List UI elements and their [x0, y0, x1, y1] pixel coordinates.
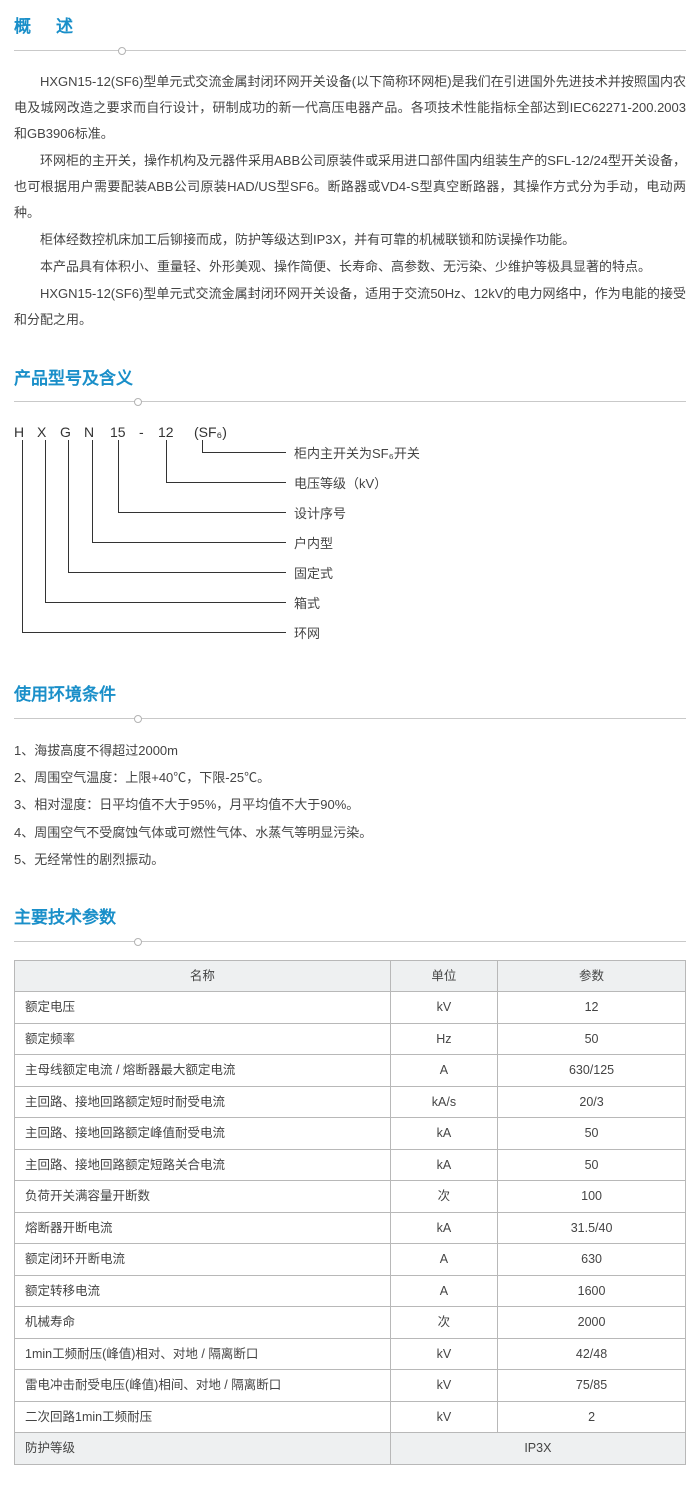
table-row: 额定电压kV12 [15, 992, 686, 1024]
table-row: 额定转移电流A1600 [15, 1275, 686, 1307]
cell-name: 主回路、接地回路额定短时耐受电流 [15, 1086, 391, 1118]
section-title-conditions: 使用环境条件 [14, 680, 686, 711]
diagram-label: 固定式 [294, 562, 333, 585]
table-row: 负荷开关满容量开断数次100 [15, 1181, 686, 1213]
table-row: 雷电冲击耐受电压(峰值)相间、对地 / 隔离断口kV75/85 [15, 1370, 686, 1402]
cell-unit: kV [390, 1338, 497, 1370]
table-row: 额定闭环开断电流A630 [15, 1244, 686, 1276]
cell-name: 额定转移电流 [15, 1275, 391, 1307]
cell-unit: 次 [390, 1307, 497, 1339]
cell-name: 主回路、接地回路额定短路关合电流 [15, 1149, 391, 1181]
cell-name: 1min工频耐压(峰值)相对、对地 / 隔离断口 [15, 1338, 391, 1370]
section-title-overview: 概 述 [14, 12, 686, 43]
cell-unit: kA/s [390, 1086, 497, 1118]
diagram-label: 箱式 [294, 592, 320, 615]
table-row: 主回路、接地回路额定短路关合电流kA50 [15, 1149, 686, 1181]
cell-value: 100 [498, 1181, 686, 1213]
diagram-label: 环网 [294, 622, 320, 645]
list-item: 1、海拔高度不得超过2000m [14, 737, 686, 764]
cell-value: 630/125 [498, 1055, 686, 1087]
cell-name: 额定电压 [15, 992, 391, 1024]
cell-name: 熔断器开断电流 [15, 1212, 391, 1244]
cell-value: 50 [498, 1023, 686, 1055]
cell-name: 主母线额定电流 / 熔断器最大额定电流 [15, 1055, 391, 1087]
cell-value: 31.5/40 [498, 1212, 686, 1244]
cell-name: 防护等级 [15, 1433, 391, 1465]
cell-value: 2 [498, 1401, 686, 1433]
list-item: 3、相对湿度：日平均值不大于95%，月平均值不大于90%。 [14, 791, 686, 818]
paragraph: HXGN15-12(SF6)型单元式交流金属封闭环网开关设备，适用于交流50Hz… [14, 281, 686, 333]
diagram-label: 设计序号 [294, 502, 346, 525]
diagram-label: 户内型 [294, 532, 333, 555]
divider [14, 715, 686, 723]
paragraph: 柜体经数控机床加工后铆接而成，防护等级达到IP3X，并有可靠的机械联锁和防误操作… [14, 227, 686, 253]
list-item: 2、周围空气温度：上限+40℃，下限-25℃。 [14, 764, 686, 791]
cell-value: IP3X [390, 1433, 685, 1465]
cell-value: 50 [498, 1118, 686, 1150]
table-row: 1min工频耐压(峰值)相对、对地 / 隔离断口kV42/48 [15, 1338, 686, 1370]
model-code-diagram: HXGN15-12(SF₆) 柜内主开关为SF₆开关电压等级（kV）设计序号户内… [14, 420, 686, 680]
cell-unit: Hz [390, 1023, 497, 1055]
specs-table: 名称 单位 参数 额定电压kV12额定频率Hz50主母线额定电流 / 熔断器最大… [14, 960, 686, 1465]
divider [14, 47, 686, 55]
col-header-unit: 单位 [390, 960, 497, 992]
cell-value: 50 [498, 1149, 686, 1181]
paragraph: 环网柜的主开关，操作机构及元器件采用ABB公司原装件或采用进口部件国内组装生产的… [14, 148, 686, 226]
cell-unit: kV [390, 1401, 497, 1433]
conditions-list: 1、海拔高度不得超过2000m2、周围空气温度：上限+40℃，下限-25℃。3、… [14, 737, 686, 873]
cell-unit: A [390, 1055, 497, 1087]
diagram-label: 柜内主开关为SF₆开关 [294, 442, 420, 465]
cell-value: 2000 [498, 1307, 686, 1339]
table-row: 二次回路1min工频耐压kV2 [15, 1401, 686, 1433]
col-header-name: 名称 [15, 960, 391, 992]
cell-unit: kV [390, 992, 497, 1024]
cell-unit: kV [390, 1370, 497, 1402]
cell-name: 额定闭环开断电流 [15, 1244, 391, 1276]
cell-value: 1600 [498, 1275, 686, 1307]
section-title-specs: 主要技术参数 [14, 903, 686, 934]
cell-name: 机械寿命 [15, 1307, 391, 1339]
cell-unit: 次 [390, 1181, 497, 1213]
overview-paragraphs: HXGN15-12(SF6)型单元式交流金属封闭环网开关设备(以下简称环网柜)是… [14, 69, 686, 333]
table-row: 机械寿命次2000 [15, 1307, 686, 1339]
divider [14, 938, 686, 946]
cell-name: 额定频率 [15, 1023, 391, 1055]
cell-value: 12 [498, 992, 686, 1024]
divider [14, 398, 686, 406]
cell-name: 雷电冲击耐受电压(峰值)相间、对地 / 隔离断口 [15, 1370, 391, 1402]
table-row: 主母线额定电流 / 熔断器最大额定电流A630/125 [15, 1055, 686, 1087]
cell-value: 75/85 [498, 1370, 686, 1402]
section-title-model: 产品型号及含义 [14, 364, 686, 395]
table-row: 额定频率Hz50 [15, 1023, 686, 1055]
cell-name: 负荷开关满容量开断数 [15, 1181, 391, 1213]
table-row: 主回路、接地回路额定短时耐受电流kA/s20/3 [15, 1086, 686, 1118]
cell-name: 主回路、接地回路额定峰值耐受电流 [15, 1118, 391, 1150]
table-row: 熔断器开断电流kA31.5/40 [15, 1212, 686, 1244]
cell-unit: kA [390, 1212, 497, 1244]
table-row: 主回路、接地回路额定峰值耐受电流kA50 [15, 1118, 686, 1150]
list-item: 4、周围空气不受腐蚀气体或可燃性气体、水蒸气等明显污染。 [14, 819, 686, 846]
cell-unit: A [390, 1275, 497, 1307]
paragraph: 本产品具有体积小、重量轻、外形美观、操作简便、长寿命、高参数、无污染、少维护等极… [14, 254, 686, 280]
table-header-row: 名称 单位 参数 [15, 960, 686, 992]
cell-unit: kA [390, 1149, 497, 1181]
table-row: 防护等级IP3X [15, 1433, 686, 1465]
cell-unit: kA [390, 1118, 497, 1150]
paragraph: HXGN15-12(SF6)型单元式交流金属封闭环网开关设备(以下简称环网柜)是… [14, 69, 686, 147]
col-header-value: 参数 [498, 960, 686, 992]
cell-value: 630 [498, 1244, 686, 1276]
cell-value: 20/3 [498, 1086, 686, 1118]
list-item: 5、无经常性的剧烈振动。 [14, 846, 686, 873]
cell-value: 42/48 [498, 1338, 686, 1370]
cell-name: 二次回路1min工频耐压 [15, 1401, 391, 1433]
cell-unit: A [390, 1244, 497, 1276]
diagram-label: 电压等级（kV） [294, 472, 387, 495]
